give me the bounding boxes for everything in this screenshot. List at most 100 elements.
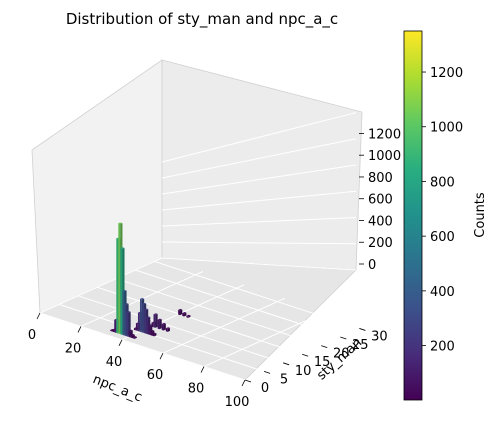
bar-top bbox=[122, 289, 127, 292]
bar-front bbox=[153, 314, 156, 328]
colorbar-tick-label: 1000 bbox=[430, 121, 463, 136]
bar-front bbox=[120, 247, 123, 335]
bar-top bbox=[161, 322, 166, 325]
x-tick-label: 60 bbox=[147, 368, 164, 383]
bar-top bbox=[120, 247, 125, 249]
x-tick-mark bbox=[118, 339, 123, 346]
bar-top bbox=[124, 303, 129, 305]
bar-front bbox=[124, 303, 127, 337]
x-tick-label: 0 bbox=[28, 328, 36, 343]
floor-gridline-y bbox=[154, 260, 360, 329]
x-tick-label: 20 bbox=[65, 341, 82, 356]
bar bbox=[186, 314, 191, 318]
bar-side bbox=[179, 309, 183, 316]
back-right-pane bbox=[161, 59, 363, 271]
bar-front bbox=[130, 334, 133, 339]
bars-layer bbox=[110, 222, 191, 339]
axes-panes bbox=[31, 59, 363, 381]
bar-front bbox=[110, 330, 112, 332]
x-tick-mark bbox=[200, 366, 205, 373]
bar-top bbox=[130, 333, 135, 336]
bar-top bbox=[128, 329, 133, 332]
back-gridline-z bbox=[161, 190, 357, 211]
z-tick-label: 1200 bbox=[368, 127, 401, 142]
y-tick-mark bbox=[244, 379, 252, 383]
bar-front bbox=[144, 309, 146, 334]
z-tick-label: 800 bbox=[368, 171, 393, 186]
bar bbox=[165, 327, 170, 332]
y-tick-mark bbox=[321, 345, 328, 349]
y-tick-mark bbox=[263, 371, 271, 374]
back-gridline-z bbox=[161, 164, 357, 195]
bar-front bbox=[152, 333, 155, 337]
y-tick-label: 5 bbox=[280, 372, 288, 387]
bar-front bbox=[128, 330, 131, 338]
colorbar-ticks: 200 400 600 800 1000 1200 bbox=[422, 66, 463, 355]
floor-gridline-y bbox=[97, 286, 303, 355]
floor-gridline-y bbox=[116, 278, 322, 347]
y-tick-label: 25 bbox=[352, 338, 369, 353]
back-gridline-z bbox=[161, 138, 357, 179]
colorbar-gradient bbox=[403, 30, 423, 401]
floor-gridline-y bbox=[77, 295, 284, 364]
bar-front bbox=[126, 312, 129, 337]
y-tick-mark bbox=[302, 353, 309, 357]
bar-front bbox=[186, 315, 189, 318]
z-tick-label: 200 bbox=[368, 236, 393, 251]
y-tick-label: 10 bbox=[295, 364, 312, 379]
bar-front bbox=[116, 238, 119, 334]
bar-front bbox=[135, 323, 138, 332]
bar-side bbox=[154, 333, 157, 337]
bar-side bbox=[159, 319, 162, 330]
y-tick-label: 30 bbox=[371, 329, 388, 344]
back-gridline-z bbox=[161, 112, 357, 163]
bar bbox=[153, 313, 158, 328]
bar-top bbox=[178, 308, 183, 311]
bar-top bbox=[144, 308, 149, 311]
bar-front bbox=[142, 303, 144, 334]
floor-gridline-y bbox=[39, 312, 246, 381]
colorbar-tick-label: 400 bbox=[430, 285, 455, 300]
colorbar-tick-label: 200 bbox=[430, 340, 455, 355]
z-tick-label: 1000 bbox=[368, 149, 401, 164]
bar-front bbox=[161, 323, 164, 331]
floor-gridline-x bbox=[244, 324, 368, 381]
x-tick-label: 80 bbox=[188, 382, 205, 397]
back-gridline-z bbox=[161, 217, 357, 227]
floor-gridline-y bbox=[58, 303, 265, 372]
bar-front bbox=[178, 309, 180, 316]
bar-top bbox=[140, 298, 145, 300]
bar bbox=[178, 308, 183, 316]
bar-front bbox=[122, 290, 125, 336]
colorbar-tick-label: 1200 bbox=[430, 66, 463, 81]
bar-top bbox=[126, 311, 131, 313]
x-axis-label: npc_a_c bbox=[91, 372, 145, 405]
bar bbox=[152, 332, 157, 337]
x-tick-label: 40 bbox=[106, 355, 123, 370]
y-tick-label: 15 bbox=[314, 355, 331, 370]
bar-side bbox=[184, 312, 187, 317]
colorbar-tick-label: 600 bbox=[430, 230, 455, 245]
colorbar-label: Counts bbox=[473, 192, 488, 238]
z-tick-label: 0 bbox=[368, 258, 376, 273]
x-tick-mark bbox=[36, 312, 41, 320]
bar-top bbox=[157, 318, 162, 321]
bar-front bbox=[132, 337, 135, 339]
bar-side bbox=[155, 313, 158, 328]
bar-side bbox=[188, 315, 191, 318]
bar bbox=[161, 322, 166, 331]
floor-gridline-x bbox=[203, 311, 327, 368]
bar-top bbox=[142, 302, 147, 305]
bar-front bbox=[157, 319, 160, 330]
y-tick-label: 0 bbox=[261, 381, 269, 396]
x-tick-label: 100 bbox=[225, 395, 250, 410]
x-tick-mark bbox=[159, 353, 164, 360]
bar-top bbox=[132, 336, 137, 338]
y-tick-mark bbox=[282, 362, 290, 366]
bar-front bbox=[146, 317, 149, 335]
floor-gridline-y bbox=[135, 269, 341, 338]
bar-top bbox=[182, 312, 187, 314]
bar-top bbox=[152, 332, 157, 335]
bar-front bbox=[112, 329, 115, 333]
